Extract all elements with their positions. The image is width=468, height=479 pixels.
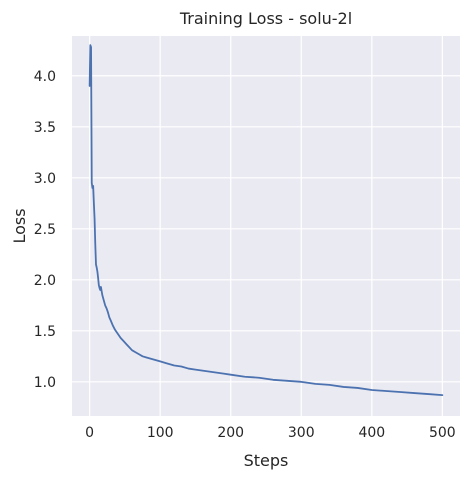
y-tick-label: 3.0 <box>34 171 56 187</box>
chart-title: Training Loss - solu-2l <box>179 9 352 28</box>
y-tick-label: 1.5 <box>34 324 56 340</box>
x-tick-label: 100 <box>147 425 174 441</box>
x-tick-label: 300 <box>288 425 315 441</box>
x-tick-labels: 0 100 200 300 400 500 <box>85 425 456 441</box>
x-tick-label: 400 <box>358 425 385 441</box>
x-tick-label: 500 <box>429 425 456 441</box>
y-axis-label: Loss <box>10 208 29 243</box>
y-tick-label: 3.5 <box>34 120 56 136</box>
y-tick-labels: 1.0 1.5 2.0 2.5 3.0 3.5 4.0 <box>34 69 56 391</box>
y-tick-label: 4.0 <box>34 69 56 85</box>
plot-area <box>72 36 460 416</box>
x-tick-label: 0 <box>85 425 94 441</box>
y-tick-label: 2.5 <box>34 222 56 238</box>
x-gridlines <box>89 36 443 416</box>
loss-series-line <box>88 44 444 396</box>
y-tick-label: 2.0 <box>34 273 56 289</box>
y-tick-label: 1.0 <box>34 375 56 391</box>
x-axis-label: Steps <box>244 451 289 470</box>
x-tick-label: 200 <box>217 425 244 441</box>
y-gridlines <box>72 75 460 383</box>
